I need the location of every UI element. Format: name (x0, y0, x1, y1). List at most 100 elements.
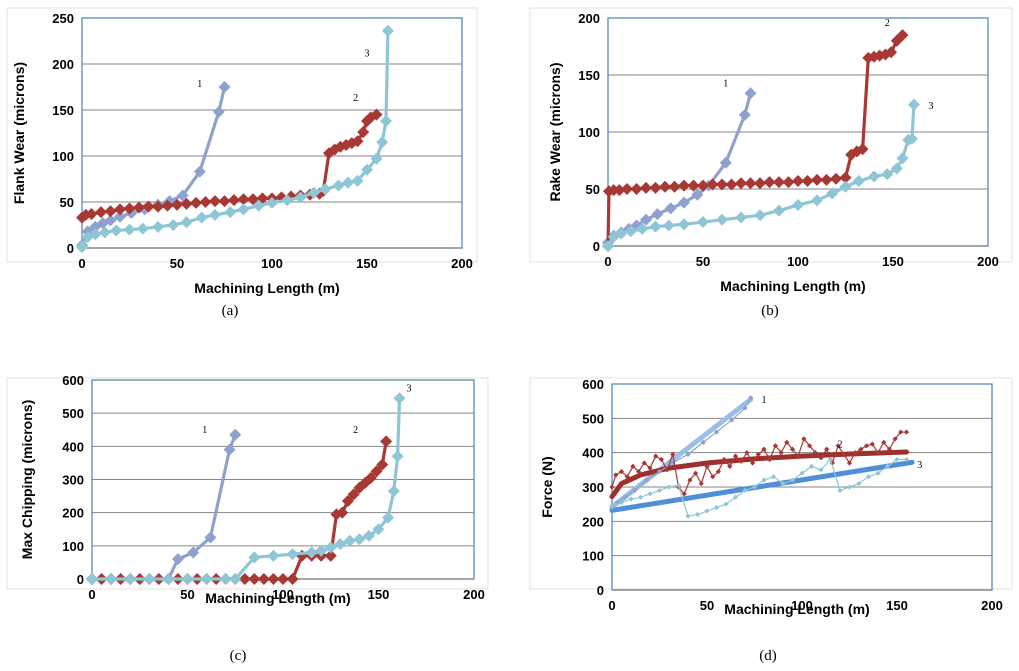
data-point-series-2 (351, 135, 364, 148)
data-point-series-3 (162, 573, 175, 585)
y-tick-label: 150 (578, 68, 600, 83)
data-point-series-2 (218, 195, 231, 208)
data-point-series-2 (341, 495, 354, 508)
data-point-series-2 (641, 460, 647, 466)
series-label: 1 (197, 79, 202, 90)
data-point-series-2 (856, 143, 869, 156)
data-point-series-3 (391, 450, 404, 463)
data-point-series-3 (773, 204, 785, 217)
data-point-series-2 (670, 451, 676, 457)
chart-panel-1: 0 50 100 150 200 250 0 50 100 150 200 Machining Len… (6, 7, 478, 319)
data-point-series-3 (248, 551, 261, 564)
x-tick-label: 50 (696, 254, 710, 269)
panel-caption: (a) (222, 303, 239, 319)
data-point-series-3 (381, 24, 394, 37)
data-point-series-3 (789, 477, 796, 483)
data-point-series-3 (637, 494, 644, 500)
data-point-series-2 (886, 446, 892, 452)
x-tick-label: 150 (368, 587, 390, 602)
data-point-series-3 (818, 467, 824, 473)
data-point-series-1 (656, 468, 663, 475)
y-tick-label: 200 (582, 514, 604, 529)
data-point-series-2 (640, 181, 652, 194)
data-point-series-3 (380, 115, 392, 128)
data-point-series-2 (852, 450, 858, 456)
data-point-series-2 (104, 205, 117, 218)
data-point-series-3 (875, 470, 881, 476)
data-point-series-2 (693, 470, 699, 476)
data-point-series-2 (792, 175, 804, 188)
data-point-series-2 (248, 573, 261, 585)
data-point-series-1 (713, 429, 720, 435)
data-point-series-3 (618, 499, 625, 506)
trendline-2 (609, 449, 909, 500)
x-tick-label: 100 (787, 254, 809, 269)
data-point-series-2 (180, 197, 193, 210)
data-point-series-2 (286, 573, 299, 585)
data-point-series-3 (647, 491, 653, 497)
data-point-series-3 (200, 573, 213, 585)
data-point-series-3 (305, 546, 318, 559)
data-point-series-1 (218, 81, 231, 93)
data-point-series-3 (852, 175, 865, 188)
series-line-1 (92, 434, 237, 581)
data-point-series-3 (662, 219, 675, 232)
chart-panel-4: 0 100 200 300 400 500 600 0 50 100 150 200 Machining… (529, 377, 1013, 664)
data-point-series-2 (370, 108, 383, 121)
y-tick-label: 600 (62, 373, 84, 388)
x-tick-label: 50 (180, 587, 194, 602)
x-axis-title: Machining Length (m) (724, 601, 869, 617)
data-point-series-1 (176, 189, 189, 202)
data-point-series-1 (685, 451, 691, 457)
data-point-series-3 (666, 484, 672, 490)
chart-frame (6, 7, 478, 263)
data-point-series-2 (772, 443, 778, 449)
data-point-series-3 (143, 573, 156, 585)
data-point-series-1 (719, 156, 732, 169)
data-point-series-2 (725, 178, 738, 191)
data-point-series-3 (361, 163, 373, 176)
data-point-series-2 (773, 176, 785, 189)
data-point-series-3 (382, 511, 395, 524)
x-tick-label: 50 (700, 598, 714, 613)
x-tick-label: 200 (981, 598, 1003, 613)
panel-caption: (d) (759, 648, 777, 664)
data-point-series-2 (864, 443, 870, 449)
panel-caption: (c) (230, 648, 247, 664)
data-point-series-1 (670, 460, 676, 466)
data-point-series-2 (324, 549, 337, 562)
data-point-series-2 (706, 178, 719, 191)
data-point-series-2 (898, 429, 904, 435)
y-tick-label: 300 (62, 473, 84, 488)
x-axis-title: Machining Length (m) (720, 278, 865, 294)
data-point-series-3 (324, 541, 337, 554)
series-label: 1 (723, 78, 728, 89)
data-point-series-2 (247, 193, 259, 206)
data-point-series-1 (114, 210, 126, 223)
data-point-series-2 (735, 177, 747, 190)
data-point-series-3 (697, 216, 709, 229)
data-point-series-2 (903, 429, 910, 435)
data-point-series-3 (649, 220, 662, 233)
data-point-series-2 (647, 465, 653, 471)
data-point-series-3 (376, 136, 389, 149)
chart-frame (529, 7, 1013, 263)
data-point-series-1 (223, 443, 236, 456)
data-point-series-2 (704, 463, 710, 469)
data-point-series-2 (885, 46, 898, 59)
data-point-series-1 (104, 214, 117, 227)
data-point-series-2 (85, 207, 98, 220)
data-point-series-3 (811, 194, 823, 207)
data-point-series-3 (136, 222, 149, 235)
data-point-series-3 (237, 203, 250, 216)
y-tick-label: 50 (586, 182, 600, 197)
y-tick-label: 0 (593, 239, 600, 254)
data-point-series-3 (224, 206, 237, 219)
data-point-series-3 (675, 482, 682, 488)
data-point-series-3 (229, 573, 242, 585)
x-tick-label: 0 (78, 256, 85, 271)
y-tick-label: 400 (582, 446, 604, 461)
series-label: 2 (353, 425, 358, 436)
data-point-series-1 (664, 202, 677, 215)
data-point-series-3 (181, 573, 194, 585)
